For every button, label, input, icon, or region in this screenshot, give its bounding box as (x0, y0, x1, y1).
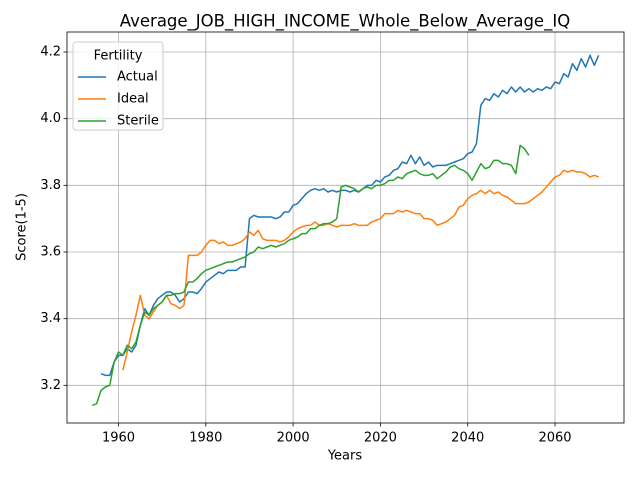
x-tick-label: 1960 (102, 431, 135, 446)
legend-title: Fertility (94, 49, 143, 64)
y-tick-label: 3.4 (40, 311, 61, 326)
plot-frame (66, 31, 625, 424)
legend-label: Sterile (117, 114, 159, 129)
x-tick-label: 2040 (451, 431, 484, 446)
legend-label: Actual (117, 70, 158, 85)
x-axis-label: Years (327, 449, 363, 464)
x-tick-label: 2000 (277, 431, 310, 446)
y-tick-label: 3.8 (40, 178, 61, 193)
data-line (122, 169, 599, 371)
x-tick-label: 1980 (189, 431, 222, 446)
data-line (92, 144, 530, 407)
y-tick-label: 3.6 (40, 245, 61, 260)
y-axis-label: Score(1-5) (15, 193, 30, 261)
legend-label: Ideal (117, 92, 149, 107)
x-tick-label: 2020 (364, 431, 397, 446)
x-tick-label: 2060 (538, 431, 571, 446)
y-tick-label: 4.2 (40, 45, 61, 60)
chart-title: Average_JOB_HIGH_INCOME_Whole_Below_Aver… (120, 12, 570, 32)
y-tick-label: 4.0 (40, 111, 61, 126)
data-line (100, 54, 600, 377)
y-tick-label: 3.2 (40, 378, 61, 393)
legend-box (72, 41, 164, 131)
